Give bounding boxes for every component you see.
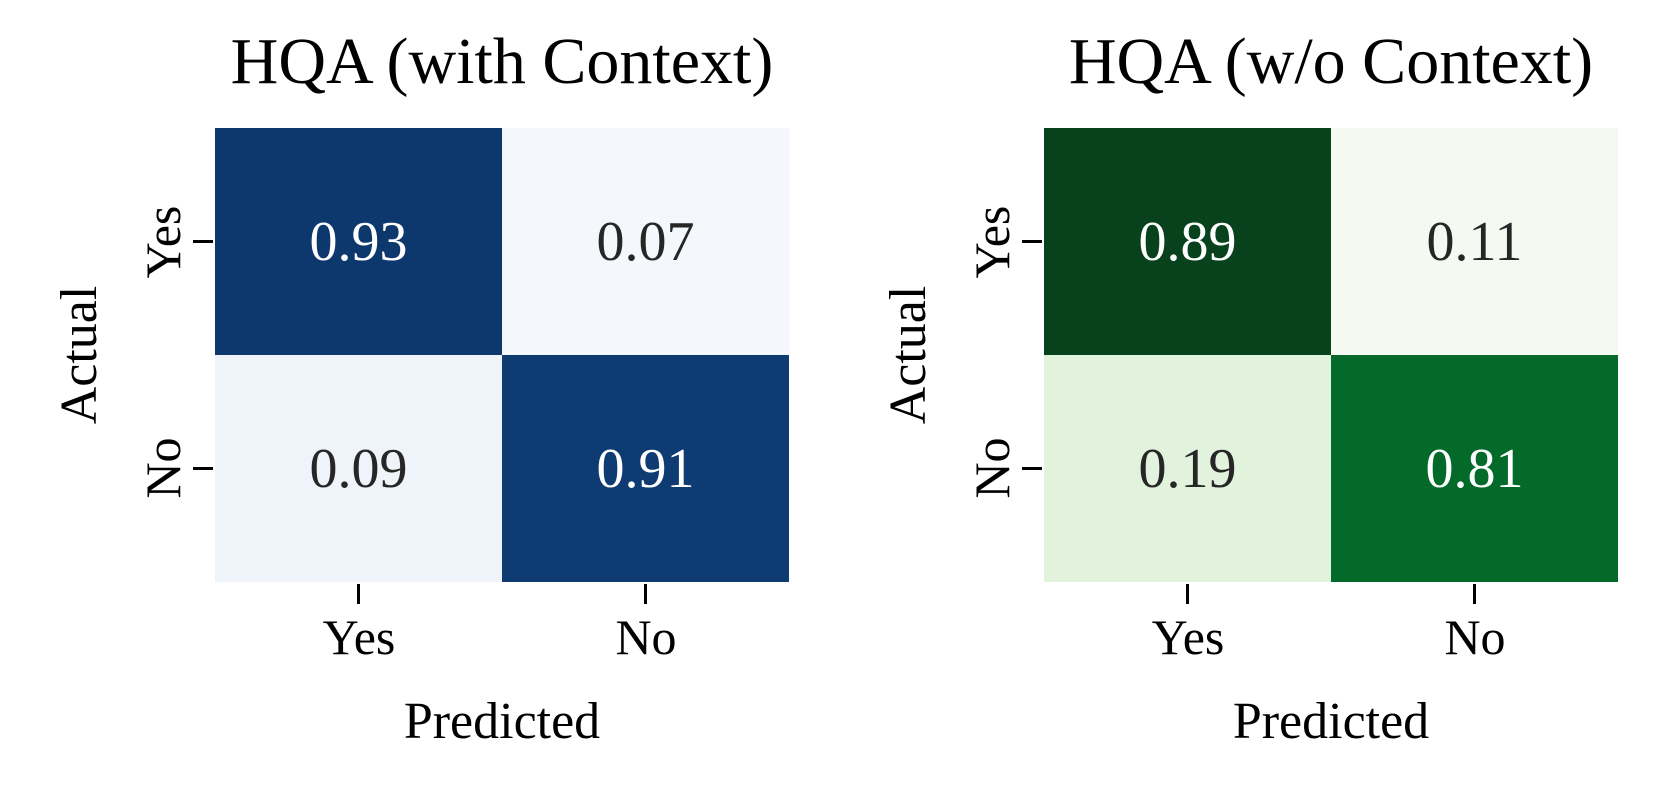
panel-title: HQA (w/o Context) [1068, 25, 1594, 98]
cell-value: 0.81 [1425, 437, 1524, 500]
cell-value: 0.91 [596, 437, 695, 500]
x-tick-label-no: No [615, 609, 677, 665]
panel-hqa-without-context: HQA (w/o Context) Actual Yes No 0.89 0.1… [829, 0, 1659, 800]
x-tick-mark [357, 584, 360, 604]
heatmap-without-context: 0.89 0.11 0.19 0.81 [1044, 128, 1618, 582]
cell-actual-no-pred-no: 0.91 [502, 355, 789, 582]
cell-value: 0.11 [1426, 210, 1523, 273]
y-tick-mark [1022, 240, 1042, 243]
cell-actual-yes-pred-no: 0.11 [1331, 128, 1618, 355]
y-tick-mark [1022, 467, 1042, 470]
y-tick-mark [193, 240, 213, 243]
cell-value: 0.19 [1138, 437, 1237, 500]
y-axis-label: Actual [880, 285, 937, 425]
cell-actual-no-pred-yes: 0.19 [1044, 355, 1331, 582]
y-tick-mark [193, 467, 213, 470]
cell-actual-yes-pred-yes: 0.89 [1044, 128, 1331, 355]
panel-title: HQA (with Context) [230, 25, 774, 98]
panel-hqa-with-context: HQA (with Context) Actual Yes No 0.93 0.… [0, 0, 829, 800]
x-tick-mark [1186, 584, 1189, 604]
x-tick-label-yes: Yes [322, 609, 396, 665]
cell-actual-no-pred-yes: 0.09 [215, 355, 502, 582]
cell-value: 0.89 [1138, 210, 1237, 273]
x-axis-label: Predicted [403, 693, 601, 750]
x-tick-label-yes: Yes [1151, 609, 1225, 665]
heatmap-with-context: 0.93 0.07 0.09 0.91 [215, 128, 789, 582]
y-tick-label-no: No [964, 437, 1020, 499]
x-axis-label: Predicted [1232, 693, 1430, 750]
x-tick-label-no: No [1444, 609, 1506, 665]
y-tick-label-yes: Yes [964, 205, 1020, 279]
cell-value: 0.09 [309, 437, 408, 500]
cell-actual-yes-pred-no: 0.07 [502, 128, 789, 355]
cell-actual-yes-pred-yes: 0.93 [215, 128, 502, 355]
y-axis-label: Actual [51, 285, 108, 425]
y-tick-label-yes: Yes [135, 205, 191, 279]
cell-value: 0.93 [309, 210, 408, 273]
y-tick-label-no: No [135, 437, 191, 499]
x-tick-mark [1473, 584, 1476, 604]
x-tick-mark [644, 584, 647, 604]
cell-actual-no-pred-no: 0.81 [1331, 355, 1618, 582]
cell-value: 0.07 [596, 210, 695, 273]
